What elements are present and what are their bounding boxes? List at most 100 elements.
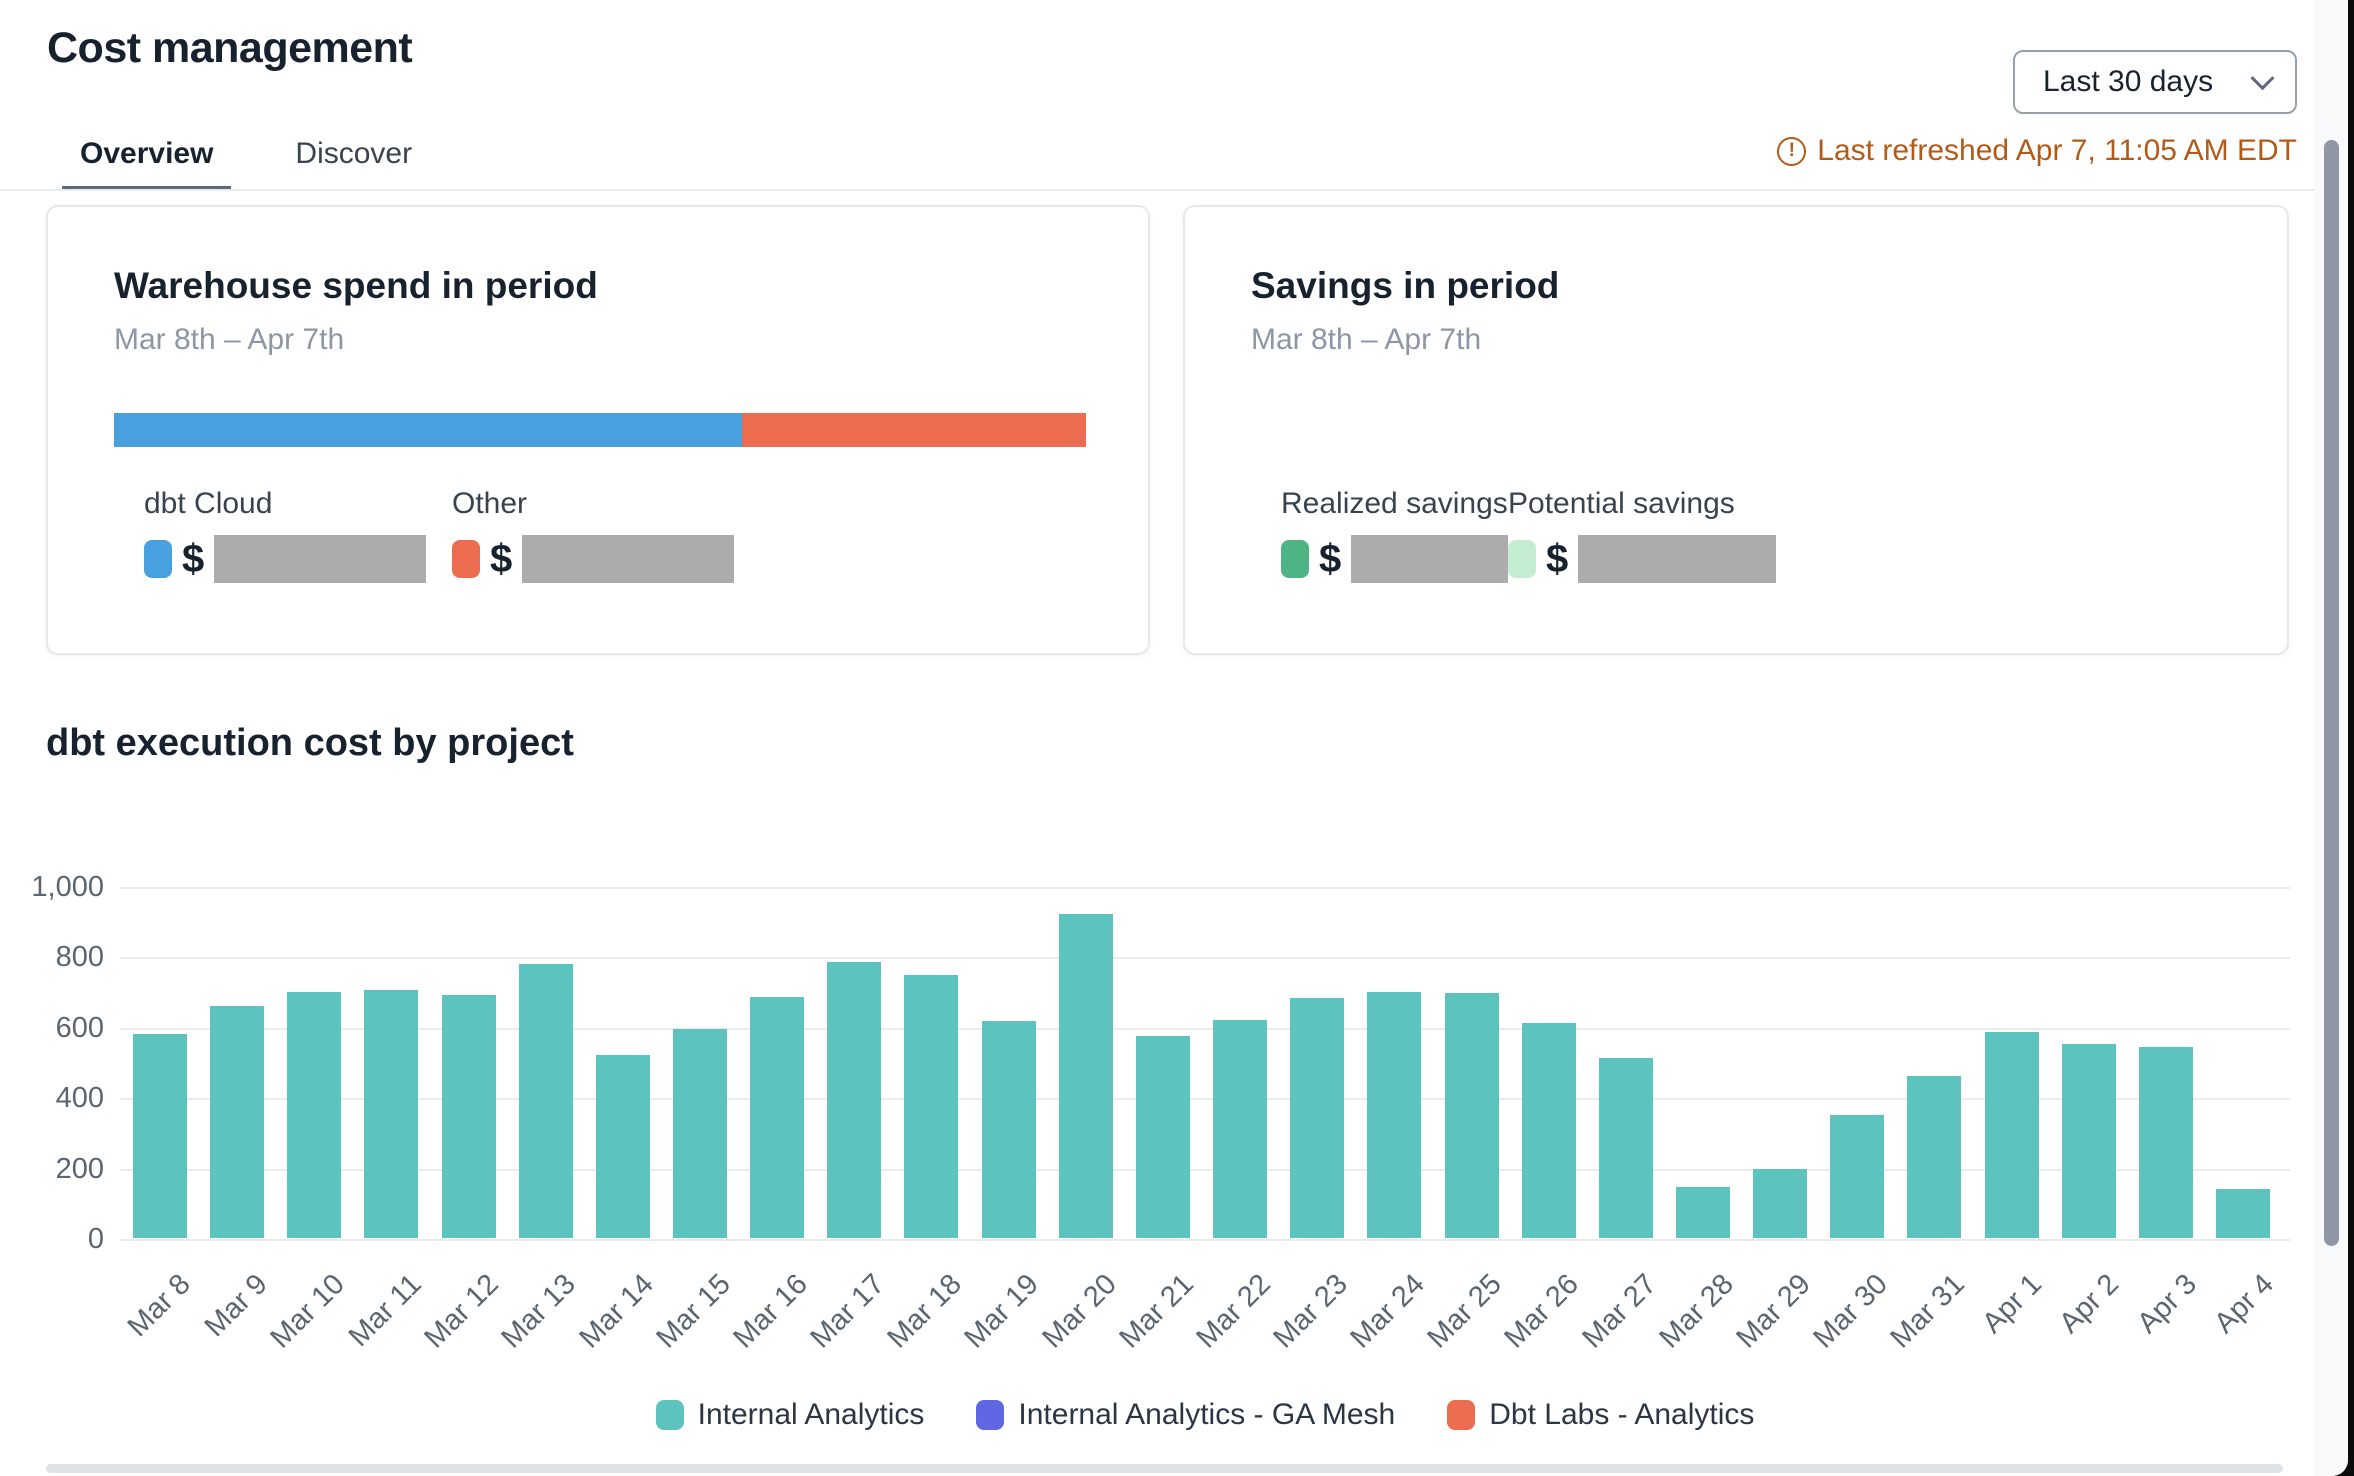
period-range-value: Last 30 days: [2043, 65, 2214, 98]
x-tick-label: Mar 21: [1113, 1268, 1200, 1355]
legend-swatch-icon: [1447, 1400, 1476, 1430]
redacted-value: [1578, 535, 1777, 583]
x-tick-label: Mar 12: [418, 1268, 506, 1355]
x-tick-label: Mar 23: [1267, 1268, 1354, 1355]
bar-mar-30[interactable]: [1830, 1115, 1885, 1238]
x-tick-label: Mar 18: [881, 1268, 969, 1355]
bar-mar-28[interactable]: [1675, 1187, 1730, 1238]
legend-col-dbt-cloud: dbt Cloud $: [144, 487, 452, 583]
bar-mar-13[interactable]: [518, 964, 573, 1238]
x-tick-label: Apr 2: [2053, 1268, 2126, 1340]
chart-legend-item[interactable]: Dbt Labs - Analytics: [1447, 1398, 1754, 1432]
chart-legend-item[interactable]: Internal Analytics: [655, 1398, 925, 1432]
gridline-200: [120, 1168, 2290, 1171]
x-tick-label: Mar 31: [1884, 1268, 1972, 1355]
legend-swatch-icon: [655, 1400, 684, 1430]
legend-value-row: $: [1281, 535, 1508, 583]
legend-value-row: $: [452, 535, 760, 583]
y-tick-label: 800: [55, 941, 104, 974]
x-tick-label: Mar 14: [573, 1268, 660, 1355]
vertical-scrollbar-thumb[interactable]: [2324, 140, 2339, 1246]
x-tick-label: Mar 20: [1035, 1268, 1123, 1355]
bar-mar-8[interactable]: [133, 1033, 187, 1238]
chevron-down-icon: [2250, 65, 2275, 90]
warehouse-spend-card: Warehouse spend in period Mar 8th – Apr …: [46, 205, 1150, 655]
bar-mar-16[interactable]: [750, 997, 805, 1238]
last-refreshed-note: ! Last refreshed Apr 7, 11:05 AM EDT: [1777, 134, 2297, 168]
bar-apr-1[interactable]: [1984, 1032, 2039, 1238]
bar-mar-26[interactable]: [1521, 1022, 1576, 1238]
x-tick-label: Mar 13: [495, 1268, 583, 1355]
bar-mar-31[interactable]: [1907, 1075, 1962, 1238]
chart-legend-label: Dbt Labs - Analytics: [1489, 1398, 1755, 1431]
legend-col-realized: Realized savings $: [1281, 487, 1508, 583]
chart-title: dbt execution cost by project: [46, 722, 574, 764]
redacted-value: [1351, 535, 1508, 583]
warehouse-spend-stacked-bar: [114, 413, 1086, 447]
chart-legend-label: Internal Analytics: [697, 1398, 925, 1431]
y-tick-label: 400: [55, 1082, 104, 1115]
bar-mar-9[interactable]: [210, 1005, 265, 1238]
bar-mar-21[interactable]: [1135, 1035, 1190, 1238]
y-tick-label: 200: [55, 1152, 104, 1185]
gridline-1000: [120, 887, 2290, 889]
chart-legend-label: Internal Analytics - GA Mesh: [1018, 1398, 1396, 1431]
gridline-600: [120, 1027, 2290, 1030]
bar-mar-17[interactable]: [827, 962, 882, 1238]
bar-mar-27[interactable]: [1598, 1058, 1653, 1238]
bar-mar-11[interactable]: [364, 989, 419, 1238]
x-tick-label: Apr 3: [2130, 1268, 2203, 1340]
tab-bar: Overview Discover: [62, 137, 430, 191]
bar-mar-10[interactable]: [287, 991, 342, 1238]
bar-mar-22[interactable]: [1213, 1019, 1268, 1238]
legend-swatch-icon: [976, 1400, 1005, 1430]
legend-label: Other: [452, 487, 528, 520]
bar-mar-29[interactable]: [1753, 1168, 1808, 1238]
savings-card: Savings in period Mar 8th – Apr 7th Real…: [1183, 205, 2289, 655]
bar-mar-20[interactable]: [1058, 914, 1113, 1238]
bar-mar-12[interactable]: [441, 995, 496, 1238]
tab-overview[interactable]: Overview: [62, 137, 232, 191]
x-tick-label: Mar 25: [1421, 1268, 1509, 1355]
bar-mar-14[interactable]: [595, 1054, 650, 1238]
summary-cards: Warehouse spend in period Mar 8th – Apr …: [46, 205, 2289, 655]
bar-mar-24[interactable]: [1367, 992, 1422, 1238]
x-tick-label: Mar 19: [958, 1268, 1046, 1355]
other-swatch: [452, 540, 480, 578]
bar-apr-2[interactable]: [2061, 1044, 2116, 1238]
tab-discover[interactable]: Discover: [295, 137, 413, 170]
bar-apr-4[interactable]: [2215, 1189, 2270, 1238]
cost-by-project-bar-chart: Mar 8 Mar 9 Mar 10 Mar 11 Mar 12 Mar 13 Mar 14…: [120, 887, 2290, 1354]
y-tick-label: 0: [87, 1223, 104, 1255]
legend-value-row: $: [144, 535, 452, 583]
realized-savings-swatch: [1281, 540, 1309, 578]
horizontal-scrollbar-thumb[interactable]: [46, 1464, 2283, 1473]
bar-mar-23[interactable]: [1290, 997, 1345, 1238]
page-title: Cost management: [47, 24, 413, 72]
bar-mar-25[interactable]: [1444, 993, 1499, 1238]
x-tick-label: Mar 29: [1730, 1268, 1817, 1355]
savings-legend: Realized savings $ Potential savings $: [1281, 487, 2221, 583]
chart-legend: Internal Analytics Internal Analytics - G…: [120, 1398, 2290, 1432]
x-tick-label: Mar 28: [1653, 1268, 1740, 1355]
stacked-bar-segment-dbt-cloud: [114, 413, 742, 447]
gridline-0: [120, 1239, 2290, 1241]
currency-symbol: $: [490, 536, 513, 581]
bar-apr-3[interactable]: [2138, 1046, 2193, 1238]
bar-mar-15[interactable]: [673, 1028, 728, 1238]
currency-symbol: $: [1319, 536, 1342, 581]
stacked-bar-segment-other: [741, 413, 1086, 447]
x-tick-label: Mar 30: [1807, 1268, 1894, 1355]
currency-symbol: $: [182, 536, 205, 581]
bar-mar-18[interactable]: [904, 975, 959, 1238]
bar-mar-19[interactable]: [981, 1020, 1036, 1238]
x-tick-label: Mar 11: [343, 1268, 429, 1353]
period-range-dropdown[interactable]: Last 30 days: [2013, 50, 2297, 114]
chart-legend-item[interactable]: Internal Analytics - GA Mesh: [976, 1398, 1395, 1432]
legend-col-other: Other $: [452, 487, 760, 583]
x-tick-label: Mar 26: [1498, 1268, 1586, 1355]
x-tick-label: Mar 8: [121, 1268, 197, 1344]
savings-title: Savings in period: [1251, 265, 1560, 306]
dbt-cloud-swatch: [144, 540, 172, 578]
